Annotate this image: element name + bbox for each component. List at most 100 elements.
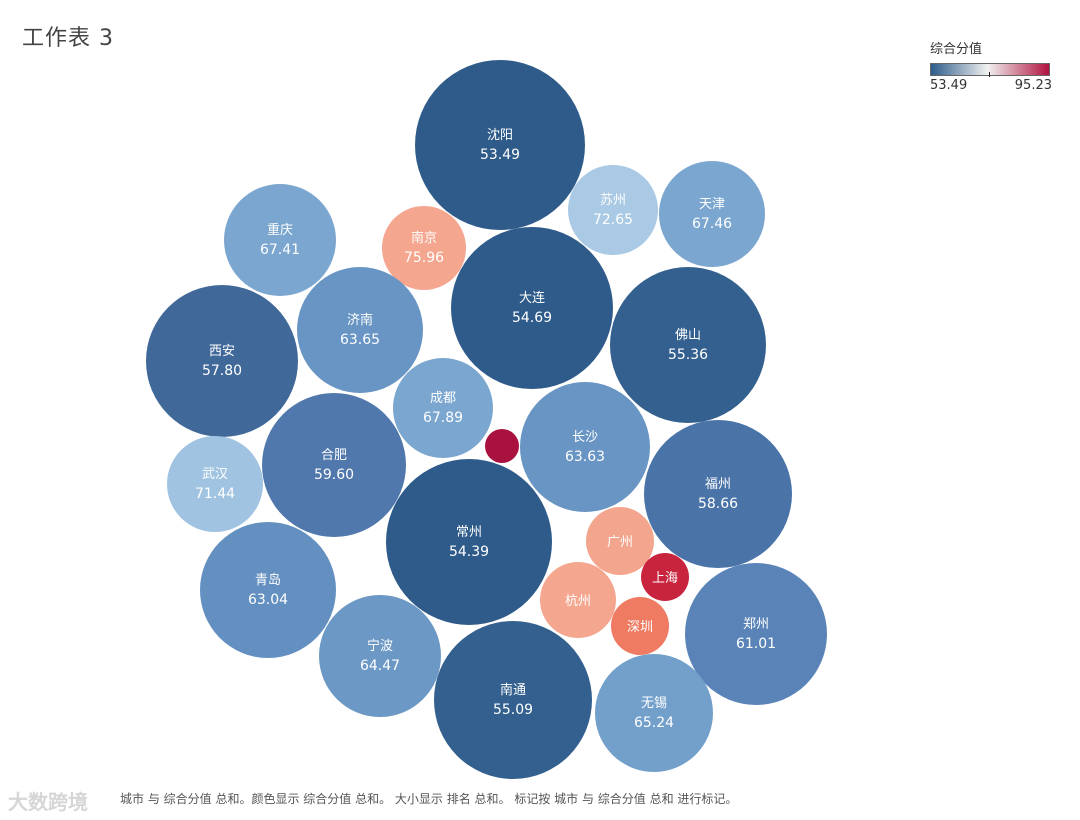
bubble-circle[interactable] — [415, 60, 585, 230]
bubble-成都[interactable]: 成都 67.89 — [393, 358, 493, 458]
bubble-unlabeled[interactable] — [485, 429, 519, 463]
bubble-city-label: 苏州 — [600, 192, 626, 208]
bubble-value-label: 72.65 — [593, 212, 633, 228]
bubble-circle[interactable] — [659, 161, 765, 267]
legend-max-label: 95.23 — [1014, 78, 1052, 93]
bubble-value-label: 67.89 — [423, 410, 463, 426]
bubble-青岛[interactable]: 青岛 63.04 — [200, 522, 336, 658]
bubble-circle[interactable] — [393, 358, 493, 458]
chart-caption: 城市 与 综合分值 总和。颜色显示 综合分值 总和。 大小显示 排名 总和。 标… — [120, 792, 738, 806]
bubble-value-label: 75.96 — [404, 250, 444, 266]
legend-color-ramp — [930, 63, 1050, 77]
bubble-济南[interactable]: 济南 63.65 — [297, 267, 423, 393]
bubble-长沙[interactable]: 长沙 63.63 — [520, 382, 650, 512]
legend-title: 综合分值 — [930, 42, 983, 57]
bubble-circle[interactable] — [685, 563, 827, 705]
bubble-value-label: 54.69 — [512, 310, 552, 326]
watermark-logo: 大数跨境 — [8, 790, 88, 814]
bubble-value-label: 63.04 — [248, 592, 288, 608]
bubble-circle[interactable] — [167, 436, 263, 532]
bubble-value-label: 55.36 — [668, 347, 708, 363]
bubble-city-label: 成都 — [430, 391, 456, 406]
bubble-value-label: 65.24 — [634, 715, 674, 731]
bubble-circle[interactable] — [451, 227, 613, 389]
bubble-value-label: 53.49 — [480, 147, 520, 163]
bubble-无锡[interactable]: 无锡 65.24 — [595, 654, 713, 772]
bubble-circle[interactable] — [146, 285, 298, 437]
bubble-city-label: 宁波 — [367, 638, 393, 654]
bubble-circle[interactable] — [568, 165, 658, 255]
bubble-circle[interactable] — [610, 267, 766, 423]
bubble-city-label: 西安 — [209, 344, 235, 359]
bubble-苏州[interactable]: 苏州 72.65 — [568, 165, 658, 255]
bubble-郑州[interactable]: 郑州 61.01 — [685, 563, 827, 705]
bubble-city-label: 青岛 — [255, 572, 281, 588]
bubble-city-label: 济南 — [347, 312, 373, 328]
bubble-circle[interactable] — [262, 393, 406, 537]
bubble-沈阳[interactable]: 沈阳 53.49 — [415, 60, 585, 230]
bubble-circle[interactable] — [386, 459, 552, 625]
bubble-value-label: 63.63 — [565, 449, 605, 465]
bubble-南通[interactable]: 南通 55.09 — [434, 621, 592, 779]
bubble-南京[interactable]: 南京 75.96 — [382, 206, 466, 290]
bubble-circle[interactable] — [520, 382, 650, 512]
bubble-circle[interactable] — [644, 420, 792, 568]
bubble-value-label: 55.09 — [493, 702, 533, 718]
bubble-circle[interactable] — [224, 184, 336, 296]
bubble-value-label: 63.65 — [340, 332, 380, 348]
bubble-value-label: 64.47 — [360, 658, 400, 674]
bubble-佛山[interactable]: 佛山 55.36 — [610, 267, 766, 423]
bubble-city-label: 无锡 — [641, 696, 667, 711]
bubble-city-label: 大连 — [519, 290, 545, 306]
bubble-深圳[interactable]: 深圳 — [611, 597, 669, 655]
bubble-city-label: 佛山 — [675, 328, 701, 343]
bubble-city-label: 杭州 — [565, 594, 591, 609]
bubble-value-label: 58.66 — [698, 496, 738, 512]
bubble-city-label: 重庆 — [267, 222, 293, 238]
bubble-常州[interactable]: 常州 54.39 — [386, 459, 552, 625]
bubble-天津[interactable]: 天津 67.46 — [659, 161, 765, 267]
bubble-circle[interactable] — [485, 429, 519, 463]
bubble-value-label: 67.46 — [692, 216, 732, 232]
bubble-city-label: 合肥 — [321, 448, 347, 463]
bubble-circle[interactable] — [200, 522, 336, 658]
bubble-circle[interactable] — [319, 595, 441, 717]
bubble-city-label: 广州 — [607, 535, 633, 550]
bubble-circle[interactable] — [586, 507, 654, 575]
bubble-武汉[interactable]: 武汉 71.44 — [167, 436, 263, 532]
bubble-city-label: 天津 — [699, 197, 725, 212]
bubble-重庆[interactable]: 重庆 67.41 — [224, 184, 336, 296]
sheet-title: 工作表 3 — [22, 26, 114, 51]
bubble-city-label: 郑州 — [743, 617, 769, 632]
bubble-合肥[interactable]: 合肥 59.60 — [262, 393, 406, 537]
bubble-city-label: 南京 — [411, 230, 437, 246]
bubble-广州[interactable]: 广州 — [586, 507, 654, 575]
legend-tick — [989, 72, 990, 77]
bubble-city-label: 武汉 — [202, 467, 228, 482]
bubble-value-label: 61.01 — [736, 636, 776, 652]
bubble-city-label: 沈阳 — [487, 128, 513, 143]
bubble-circle[interactable] — [641, 553, 689, 601]
color-legend: 综合分值 53.49 95.23 — [930, 38, 1060, 93]
legend-min-label: 53.49 — [930, 78, 968, 93]
bubble-杭州[interactable]: 杭州 — [540, 562, 616, 638]
bubble-city-label: 上海 — [652, 571, 678, 586]
bubble-city-label: 南通 — [500, 682, 526, 698]
bubble-上海[interactable]: 上海 — [641, 553, 689, 601]
bubble-circle[interactable] — [540, 562, 616, 638]
bubble-circle[interactable] — [382, 206, 466, 290]
bubble-value-label: 71.44 — [195, 486, 235, 502]
bubble-大连[interactable]: 大连 54.69 — [451, 227, 613, 389]
bubble-value-label: 57.80 — [202, 363, 242, 379]
bubble-circle[interactable] — [434, 621, 592, 779]
bubble-circle[interactable] — [611, 597, 669, 655]
bubble-宁波[interactable]: 宁波 64.47 — [319, 595, 441, 717]
bubble-chart: 沈阳 53.49 苏州 72.65 天津 67.46 重庆 67.41 南京 75.96 大连 54.… — [146, 60, 827, 779]
bubble-西安[interactable]: 西安 57.80 — [146, 285, 298, 437]
bubble-value-label: 54.39 — [449, 544, 489, 560]
bubble-福州[interactable]: 福州 58.66 — [644, 420, 792, 568]
bubble-value-label: 59.60 — [314, 467, 354, 483]
bubble-city-label: 常州 — [456, 525, 482, 540]
bubble-circle[interactable] — [297, 267, 423, 393]
bubble-circle[interactable] — [595, 654, 713, 772]
